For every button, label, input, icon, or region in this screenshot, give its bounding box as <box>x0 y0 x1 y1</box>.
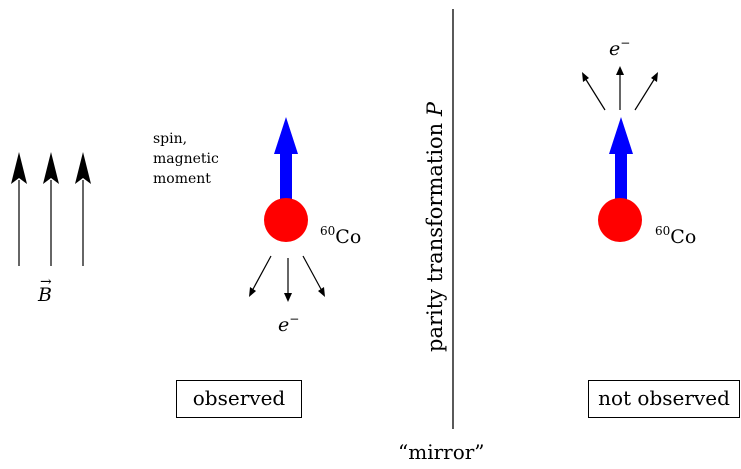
right-spin-arrow <box>609 117 633 202</box>
vector-arrow-icon: → <box>40 274 52 290</box>
observed-caption-box: observed <box>176 380 302 418</box>
left-electron-head-1 <box>249 287 256 297</box>
right-electron-head-1 <box>582 72 589 82</box>
left-spin-arrow <box>274 117 298 202</box>
left-spin-shaft <box>280 150 292 202</box>
parity-transformation-label: parity transformation P <box>423 101 447 352</box>
right-mass-number: 60 <box>655 224 671 238</box>
left-electron-track-3 <box>302 255 323 292</box>
left-electron-head-3 <box>318 287 325 297</box>
right-cobalt-label: 60Co <box>655 224 697 248</box>
left-electron-track-1 <box>251 255 272 292</box>
left-cobalt-label: 60Co <box>320 224 362 248</box>
right-spin-shaft <box>615 150 627 202</box>
spin-label-line-2: magnetic <box>153 151 219 167</box>
field-arrowhead-1 <box>11 152 27 184</box>
magnetic-field-arrows <box>11 152 91 266</box>
left-mass-number: 60 <box>320 224 336 238</box>
left-spin-head <box>274 117 298 154</box>
left-electron-label: e− <box>278 312 300 336</box>
not-observed-caption: not observed <box>598 386 730 410</box>
mirror-caption: “mirror” <box>398 440 485 464</box>
right-element-symbol: Co <box>670 226 697 248</box>
right-electron-track-3 <box>634 77 656 111</box>
not-observed-caption-box: not observed <box>588 380 740 418</box>
field-arrowhead-3 <box>75 152 91 184</box>
spin-label-line-3: moment <box>153 171 211 187</box>
observed-caption: observed <box>192 386 286 410</box>
right-electron-head-3 <box>651 72 658 82</box>
right-electron-label: e− <box>609 36 631 60</box>
left-element-symbol: Co <box>335 226 362 248</box>
spin-label-line-1: spin, <box>153 131 188 147</box>
right-electron-arrows <box>582 66 658 111</box>
left-electron-arrows <box>249 255 325 302</box>
field-arrowhead-2 <box>43 152 59 184</box>
parity-symbol: P <box>423 101 447 117</box>
right-cobalt-nucleus <box>598 198 642 242</box>
magnetic-field-label: → B <box>38 274 52 306</box>
spin-magnetic-moment-label: spin, magnetic moment <box>153 129 219 189</box>
right-spin-head <box>609 117 633 154</box>
left-cobalt-nucleus <box>264 198 308 242</box>
right-electron-track-1 <box>584 77 606 111</box>
right-electron-head-2 <box>616 66 624 75</box>
left-electron-head-2 <box>284 293 292 302</box>
